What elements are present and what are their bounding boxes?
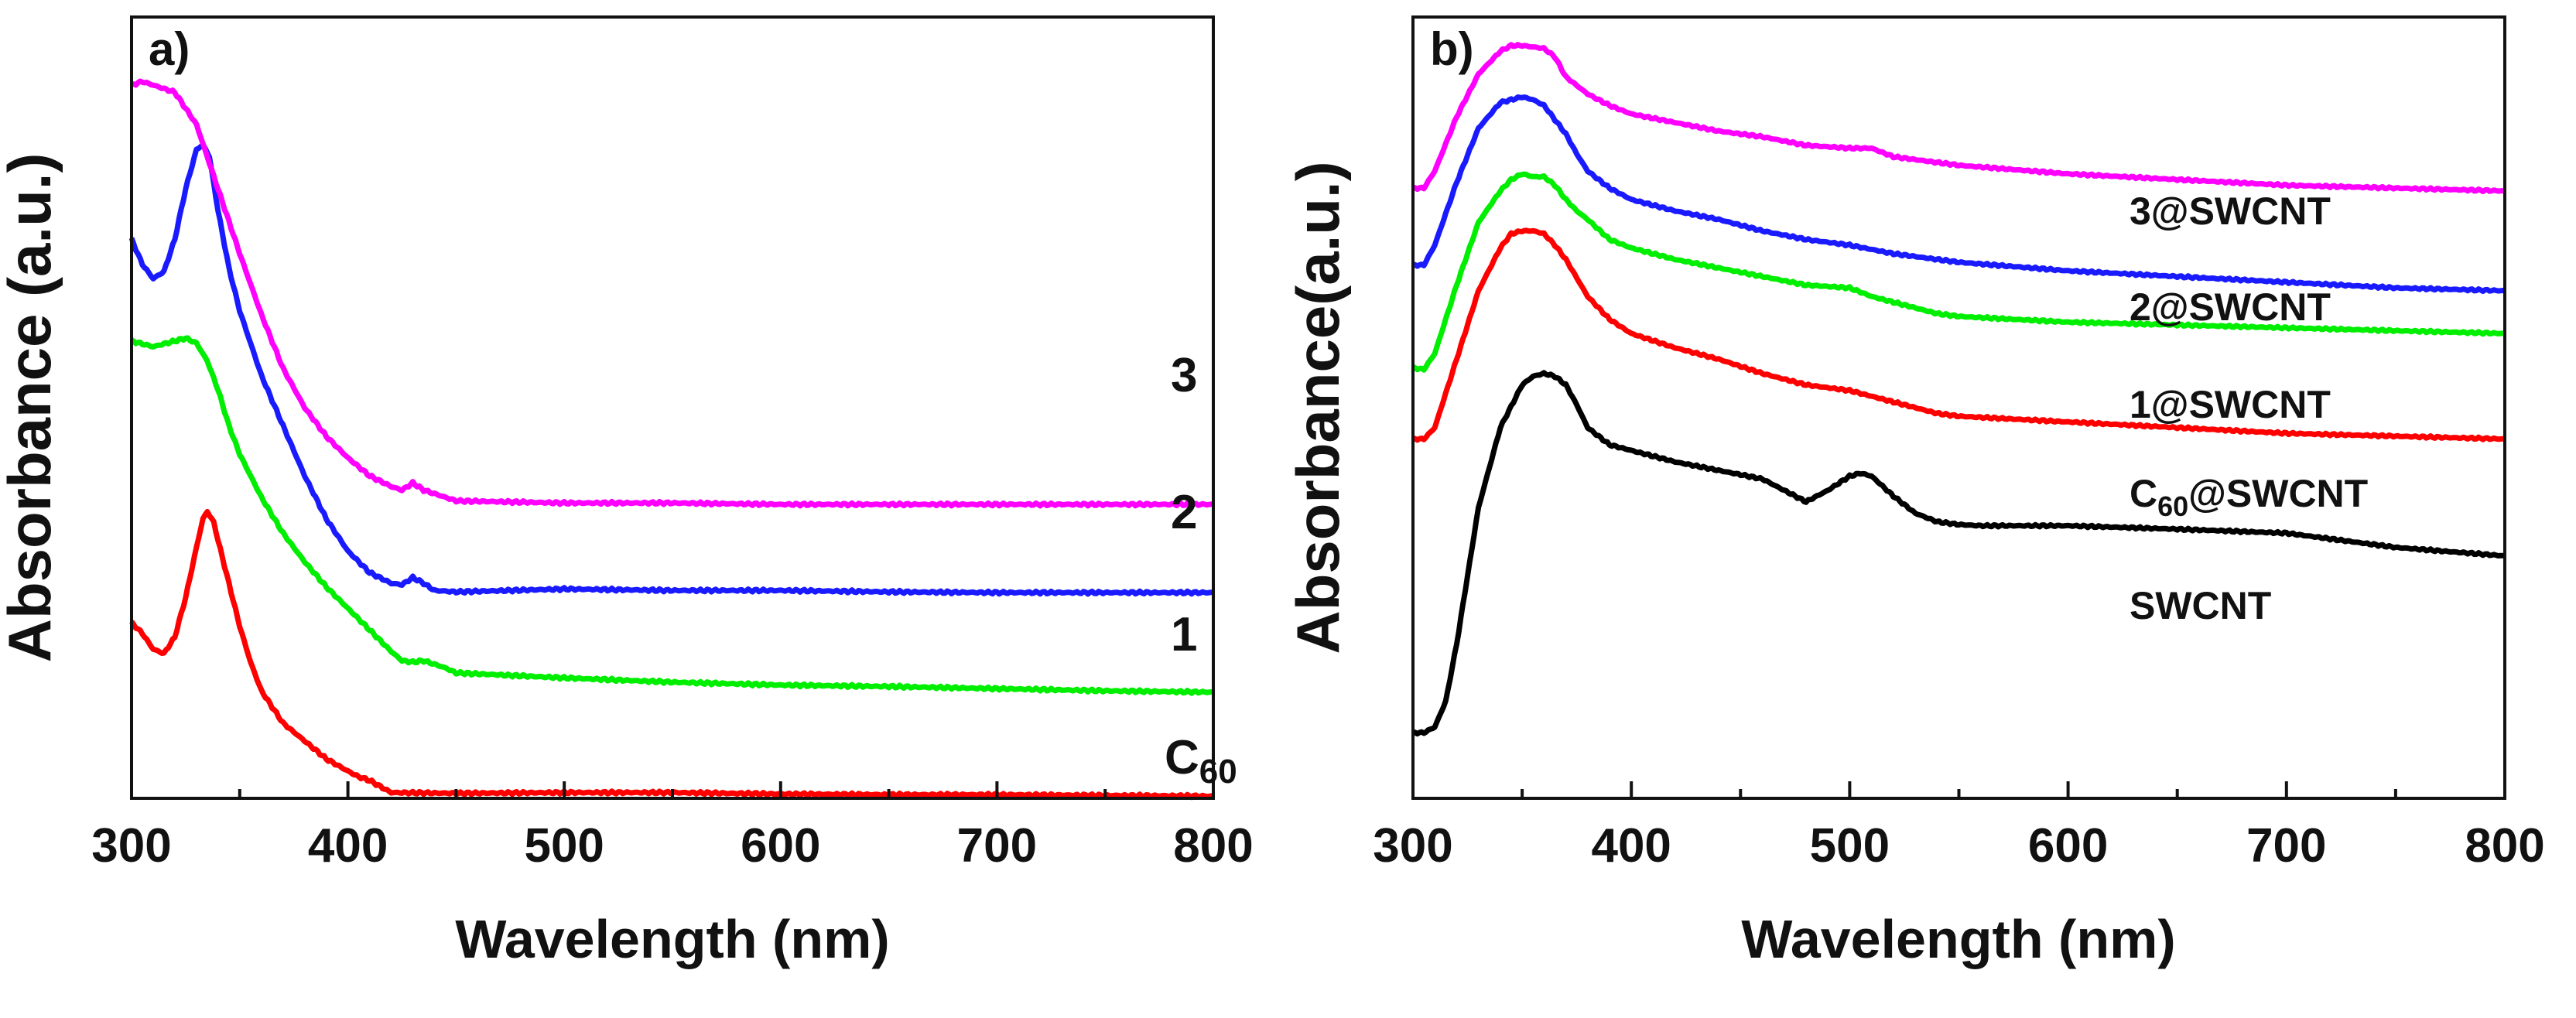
series-label-1-swcnt: 1@SWCNT (2130, 383, 2331, 426)
x-tick-label: 800 (1173, 819, 1253, 873)
series-line-swcnt (1411, 370, 2506, 737)
x-tick-label: 300 (91, 819, 171, 873)
series-label-3-swcnt: 3@SWCNT (2130, 190, 2331, 233)
x-tick-label: 300 (1373, 819, 1452, 873)
series-label-c60: C60 (1165, 731, 1237, 791)
series-line-3-swcnt (1411, 42, 2506, 194)
series-line-c60 (129, 509, 1214, 801)
panel-a: 300 400 500 600 700 800 a) Absorbance (a.u.) Wav… (0, 15, 1254, 969)
series-label-2: 2 (1171, 486, 1197, 539)
y-axis-label: Absorbance(a.u.) (1284, 161, 1352, 654)
x-tick-label: 600 (2028, 819, 2108, 873)
series-label-2-swcnt: 2@SWCNT (2130, 285, 2331, 329)
series-label-3: 3 (1171, 349, 1197, 402)
x-tick-label: 500 (524, 819, 604, 873)
x-tick-label: 600 (741, 819, 820, 873)
x-axis-label: Wavelength (nm) (1741, 909, 2175, 969)
x-tick-label: 400 (1591, 819, 1671, 873)
series-line-3 (131, 78, 1214, 509)
x-axis-label: Wavelength (nm) (455, 909, 889, 969)
panel-b: 300 400 500 600 700 800 b) Absorbance(a.u.) Wave… (1284, 15, 2545, 969)
x-tick-label: 400 (308, 819, 388, 873)
series-label-1: 1 (1171, 608, 1197, 661)
x-tick-label: 700 (957, 819, 1037, 873)
series-line-1 (129, 335, 1214, 696)
series-line-2 (128, 142, 1214, 597)
y-axis-label: Absorbance (a.u.) (0, 153, 63, 663)
x-tick-label: 500 (1810, 819, 1890, 873)
x-tick-label: 700 (2246, 819, 2326, 873)
series-line-1-swcnt (1411, 171, 2506, 373)
series-line-2-swcnt (1411, 94, 2506, 294)
series-line-c60-swcnt (1411, 227, 2506, 443)
panel-label: a) (149, 23, 190, 75)
x-tick-label: 800 (2465, 819, 2544, 873)
series-label-c60-swcnt: C60@SWCNT (2130, 472, 2368, 522)
panel-label: b) (1430, 23, 1474, 75)
series-label-swcnt: SWCNT (2130, 584, 2271, 627)
